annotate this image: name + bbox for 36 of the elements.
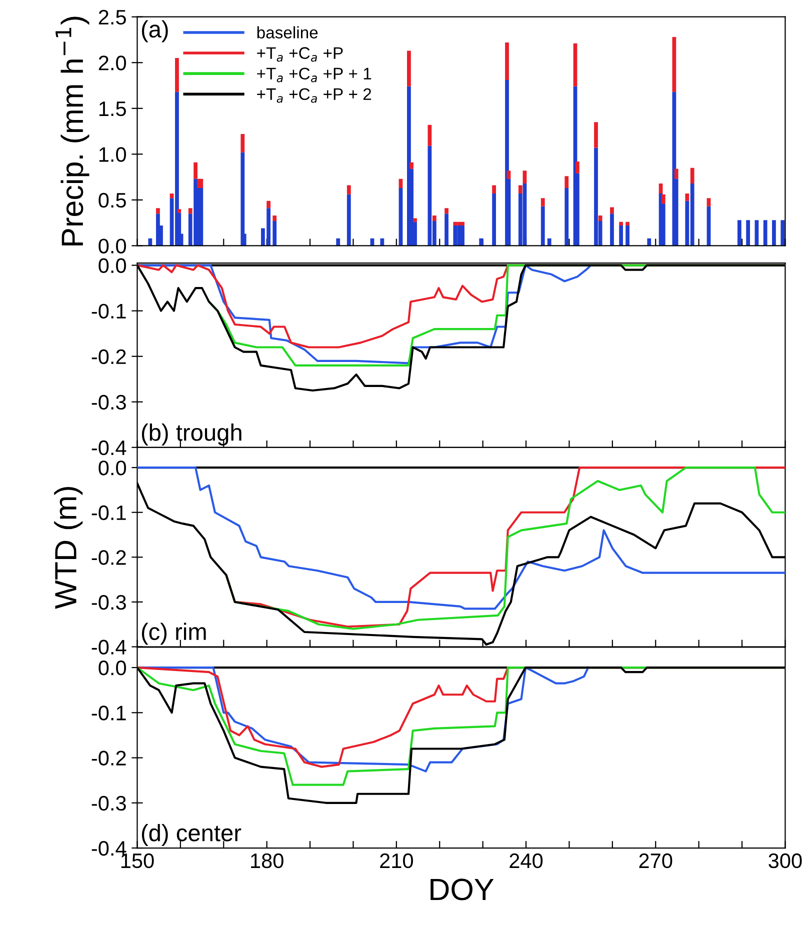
- legend-label: +T$_{a}$ +C$_{a}$ +P + 1: [257, 68, 372, 82]
- y-tick-label: -0.1: [92, 505, 126, 520]
- y-tick-label: -0.4: [92, 640, 126, 655]
- annotation: (d) center: [142, 824, 242, 846]
- y-tick-label: 1.5: [99, 102, 126, 116]
- x-tick-label: 180: [251, 853, 284, 868]
- annotation: (b) trough: [142, 424, 242, 446]
- y-axis-title: WTD (m): [54, 487, 83, 609]
- y-axis-title: Precip. (mm h$^{−1}$): [56, 16, 90, 246]
- x-tick-label: 300: [768, 853, 802, 868]
- y-tick-label: -0.1: [92, 304, 126, 319]
- y-tick-label: 0.0: [98, 238, 126, 254]
- y-tick-label: -0.3: [92, 796, 126, 811]
- y-tick-label: 0.0: [98, 460, 126, 476]
- x-tick-label: 240: [510, 853, 543, 868]
- x-tick-label: 270: [639, 853, 672, 868]
- y-tick-label: -0.3: [92, 394, 126, 410]
- y-tick-label: -0.2: [92, 550, 126, 565]
- y-tick-label: -0.4: [92, 440, 126, 456]
- y-tick-label: -0.3: [92, 594, 126, 610]
- y-tick-label: -0.2: [92, 750, 126, 766]
- legend-label: +T$_{a}$ +C$_{a}$ +P + 2: [257, 88, 372, 103]
- y-tick-label: 0.0: [98, 258, 126, 274]
- y-tick-label: 2.5: [98, 10, 126, 25]
- annotation: (c) rim: [142, 622, 206, 645]
- x-tick-label: 210: [380, 853, 413, 868]
- y-tick-label: 0.0: [98, 660, 126, 676]
- legend-label: baseline: [257, 26, 318, 38]
- y-tick-label: -0.1: [92, 706, 126, 720]
- y-tick-label: -0.2: [92, 349, 126, 364]
- x-axis-title: DOY: [430, 878, 494, 900]
- y-tick-label: 1.0: [99, 147, 126, 162]
- legend-label: +T$_{a}$ +C$_{a}$ +P: [257, 47, 343, 62]
- y-tick-label: 0.5: [98, 192, 126, 208]
- y-tick-label: 2.0: [98, 56, 126, 70]
- annotation: (a): [142, 20, 168, 42]
